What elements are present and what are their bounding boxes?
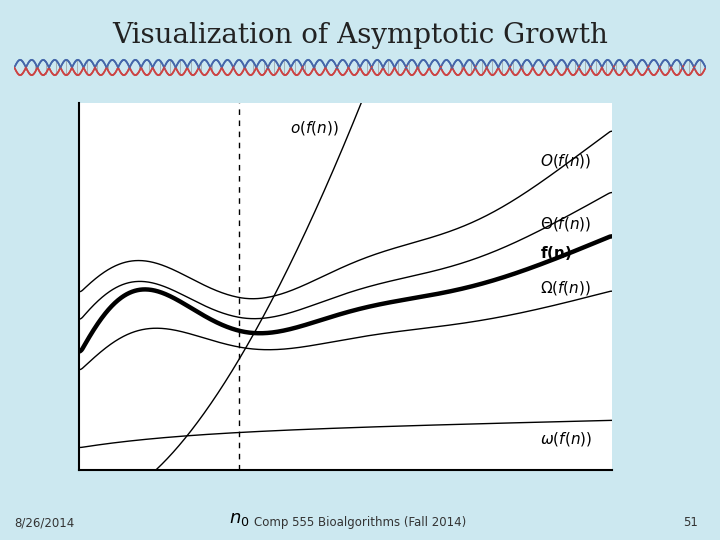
Text: $n_0$: $n_0$ <box>229 510 249 528</box>
Text: $O(f(n))$: $O(f(n))$ <box>540 152 592 170</box>
Text: $\omega(f(n))$: $\omega(f(n))$ <box>540 430 593 448</box>
Text: $\Omega(f(n))$: $\Omega(f(n))$ <box>540 279 591 297</box>
Text: $o(f(n))$: $o(f(n))$ <box>289 119 338 137</box>
Text: 8/26/2014: 8/26/2014 <box>14 516 75 529</box>
Text: Comp 555 Bioalgorithms (Fall 2014): Comp 555 Bioalgorithms (Fall 2014) <box>254 516 466 529</box>
Text: Visualization of Asymptotic Growth: Visualization of Asymptotic Growth <box>112 22 608 49</box>
Text: $\Theta(f(n))$: $\Theta(f(n))$ <box>540 215 592 233</box>
Text: 51: 51 <box>683 516 698 529</box>
Text: $\mathbf{f(n)}$: $\mathbf{f(n)}$ <box>540 244 572 262</box>
